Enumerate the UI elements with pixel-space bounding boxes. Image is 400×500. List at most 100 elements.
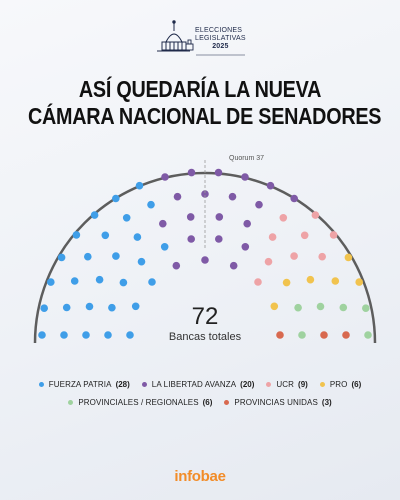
seat-fuerza-patria [133, 233, 142, 241]
seat-fuerza-patria [57, 253, 66, 262]
seat-ucr [264, 257, 273, 266]
total-seats-label: Bancas totales [169, 331, 242, 343]
seat-fuerza-patria [131, 302, 140, 311]
seat-la-libertad-avanza [215, 235, 223, 243]
seat-provinciales-regionales [364, 331, 372, 339]
seat-fuerza-patria [72, 231, 81, 239]
seat-la-libertad-avanza [172, 261, 181, 270]
legend-item-provincias-unidas: PROVINCIAS UNIDAS (3) [224, 398, 332, 407]
seat-pro [282, 278, 291, 287]
infobae-logo: infobae [174, 468, 226, 485]
seat-fuerza-patria [147, 200, 155, 209]
total-seats-number: 72 [192, 303, 219, 330]
legend-swatch [266, 382, 272, 387]
seat-pro [270, 302, 279, 311]
legend-label: PROVINCIALES / REGIONALES [78, 398, 199, 407]
legend-label: FUERZA PATRIA [48, 380, 112, 389]
seat-provincias-unidas [342, 331, 350, 339]
seat-provinciales-regionales [294, 303, 302, 312]
seat-la-libertad-avanza [173, 192, 182, 201]
seat-la-libertad-avanza [255, 200, 263, 209]
legend-swatch [224, 400, 230, 405]
seat-ucr [329, 231, 338, 239]
seat-ucr [268, 233, 277, 241]
seat-fuerza-patria [148, 278, 156, 286]
seat-ucr [318, 252, 327, 261]
seat-ucr [290, 252, 298, 260]
seat-la-libertad-avanza [201, 256, 209, 264]
legend-item-provinciales-regionales: PROVINCIALES / REGIONALES (6) [68, 398, 212, 407]
legend-count: (3) [321, 398, 332, 407]
legend-label: PROVINCIAS UNIDAS [234, 398, 318, 407]
seat-la-libertad-avanza [241, 243, 250, 251]
legend-swatch [38, 382, 44, 387]
seat-ucr [300, 231, 309, 240]
seat-provincias-unidas [276, 331, 284, 339]
seat-fuerza-patria [95, 275, 104, 284]
legend-row-1: FUERZA PATRIA (28) LA LIBERTAD AVANZA (20) U… [0, 380, 400, 389]
seat-ucr [279, 214, 288, 222]
seat-fuerza-patria [101, 231, 110, 240]
seat-la-libertad-avanza [186, 213, 195, 221]
seat-fuerza-patria [90, 211, 99, 219]
legend-count: (28) [115, 380, 130, 389]
seat-fuerza-patria [60, 331, 68, 339]
seat-la-libertad-avanza [290, 194, 299, 203]
seat-ucr [254, 278, 262, 286]
seat-la-libertad-avanza [241, 173, 249, 181]
seat-provinciales-regionales [298, 331, 306, 339]
seat-provincias-unidas [320, 331, 328, 339]
seat-fuerza-patria [38, 331, 46, 339]
seat-la-libertad-avanza [214, 168, 223, 177]
seat-la-libertad-avanza [187, 168, 196, 177]
seat-la-libertad-avanza [159, 219, 167, 228]
seat-pro [355, 278, 364, 286]
seat-fuerza-patria [70, 277, 79, 285]
seat-pro [344, 253, 353, 262]
legend-swatch [68, 400, 74, 405]
seat-fuerza-patria [47, 278, 55, 286]
quorum-label: Quorum 37 [229, 155, 264, 162]
seat-fuerza-patria [40, 304, 48, 313]
event-line-2: LEGISLATIVAS [195, 35, 246, 42]
seat-la-libertad-avanza [266, 181, 275, 190]
seat-la-libertad-avanza [243, 219, 251, 228]
seat-provinciales-regionales [339, 303, 348, 312]
legend-row-2: PROVINCIALES / REGIONALES (6) PROVINCIAS U… [0, 398, 400, 407]
seat-la-libertad-avanza [228, 192, 237, 201]
legend-label: LA LIBERTAD AVANZA [151, 380, 237, 389]
legend-label: UCR [276, 380, 295, 389]
seat-la-libertad-avanza [201, 190, 209, 198]
seat-fuerza-patria [82, 331, 90, 339]
seat-fuerza-patria [112, 252, 120, 260]
seat-fuerza-patria [62, 303, 71, 312]
seat-provinciales-regionales [316, 302, 325, 311]
legend-label: PRO [329, 380, 348, 389]
seat-la-libertad-avanza [187, 235, 195, 243]
seat-la-libertad-avanza [229, 261, 238, 270]
seat-fuerza-patria [122, 214, 131, 222]
legend-item-fuerza-patria: FUERZA PATRIA (28) [38, 380, 130, 389]
title-line-2: CÁMARA NACIONAL DE SENADORES [28, 103, 382, 129]
seat-provinciales-regionales [362, 304, 370, 313]
elections-logo [157, 20, 245, 56]
legend-item-la-libertad-avanza: LA LIBERTAD AVANZA (20) [141, 380, 254, 389]
seat-fuerza-patria [126, 331, 134, 339]
seat-la-libertad-avanza [215, 213, 224, 221]
seat-fuerza-patria [160, 243, 169, 251]
legend-item-ucr: UCR (9) [266, 380, 308, 389]
seat-fuerza-patria [108, 303, 116, 312]
seat-pro [306, 275, 315, 284]
ballot-box-icon [185, 39, 194, 51]
legend-swatch [319, 382, 325, 387]
elections-logo-text: ELECCIONES LEGISLATIVAS 2025 [195, 27, 246, 51]
legend-count: (9) [298, 380, 308, 389]
congress-dome-icon [157, 20, 190, 52]
seat-fuerza-patria [85, 302, 94, 311]
title-line-1: ASÍ QUEDARÍA LA NUEVA [78, 76, 322, 102]
seat-fuerza-patria [137, 257, 146, 266]
legend-count: (6) [202, 398, 213, 407]
event-year: 2025 [212, 43, 229, 50]
seat-fuerza-patria [119, 278, 128, 287]
